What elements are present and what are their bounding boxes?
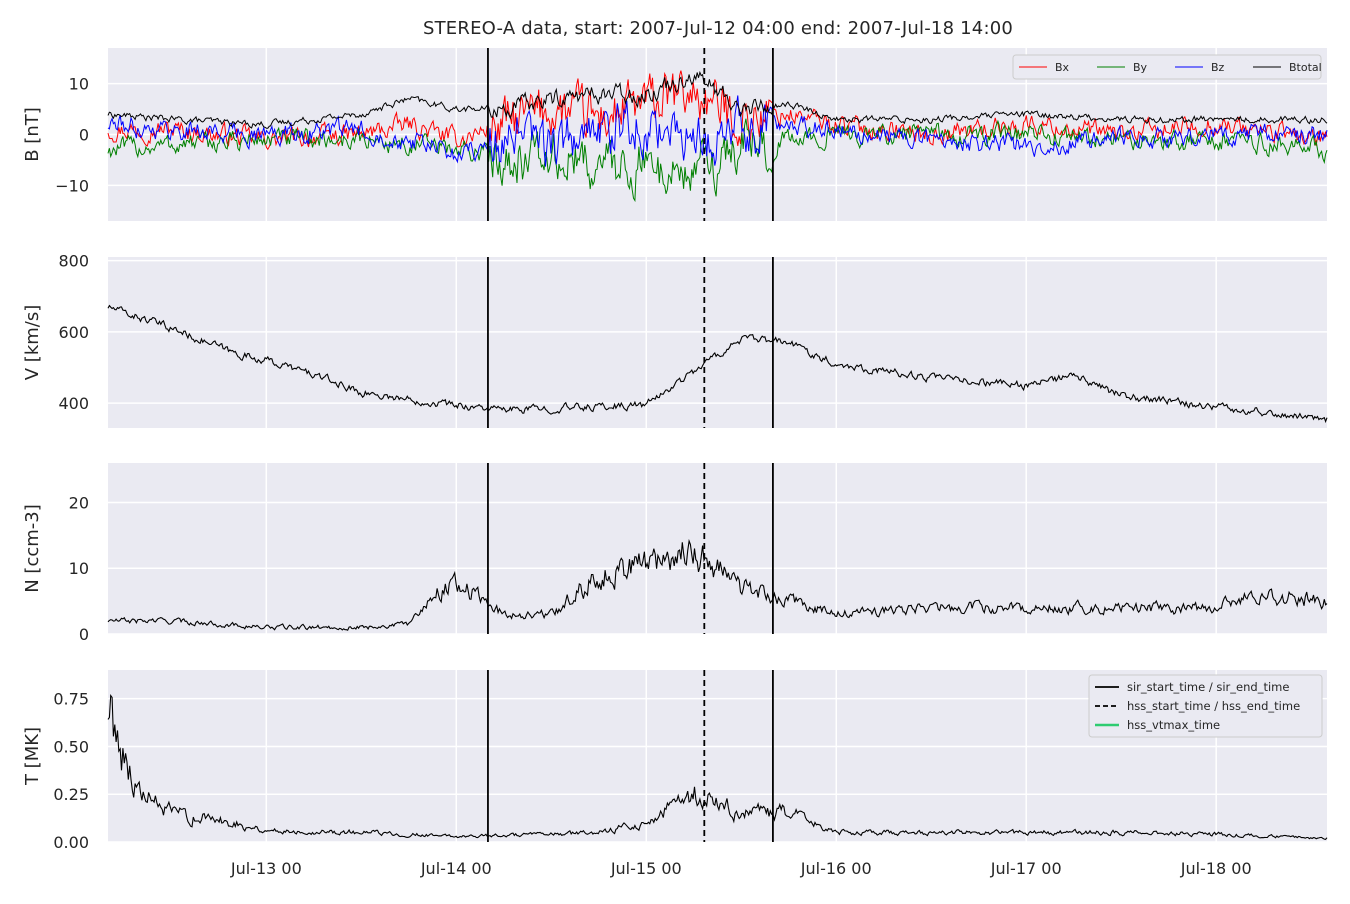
- y-tick-label: 10: [69, 559, 89, 578]
- y-tick-label: 400: [58, 394, 89, 413]
- series-line-bz: [107, 95, 1328, 167]
- y-axis-label: T [MK]: [22, 727, 43, 786]
- y-tick-label: 0.50: [53, 737, 89, 756]
- y-axis-label: N [ccm-3]: [22, 504, 43, 593]
- y-tick-label: 0: [79, 625, 89, 644]
- series-line-bx: [107, 70, 1328, 151]
- y-axis-label: B [nT]: [22, 107, 43, 162]
- series-line-btotal: [107, 70, 1328, 129]
- legend-box-events: [1088, 674, 1323, 738]
- x-tick-label: Jul-16 00: [800, 859, 872, 878]
- series-line-temperature: [107, 693, 1328, 841]
- panel-background: [108, 257, 1327, 428]
- legend-box-b: [1012, 54, 1322, 80]
- y-tick-label: 600: [58, 323, 89, 342]
- x-tick-label: Jul-18 00: [1180, 859, 1252, 878]
- y-tick-label: 0: [79, 126, 89, 145]
- y-tick-label: 0.75: [53, 690, 89, 709]
- x-tick-label: Jul-15 00: [610, 859, 682, 878]
- y-tick-label: 20: [69, 493, 89, 512]
- legend-label-event: hss_vtmax_time: [1127, 718, 1220, 732]
- y-tick-label: −10: [55, 176, 89, 195]
- series-line-by: [107, 118, 1328, 203]
- legend-label-bz: Bz: [1211, 61, 1225, 74]
- y-tick-label: 0.25: [53, 785, 89, 804]
- figure-title: STEREO-A data, start: 2007-Jul-12 04:00 …: [422, 18, 1014, 39]
- legend-label-event: sir_start_time / sir_end_time: [1127, 680, 1289, 694]
- series-line-velocity: [107, 304, 1328, 424]
- legend-label-btotal: Btotal: [1289, 61, 1322, 74]
- legend-label-event: hss_start_time / hss_end_time: [1127, 699, 1300, 713]
- series-line-density: [107, 538, 1328, 631]
- y-tick-label: 10: [69, 75, 89, 94]
- x-tick-label: Jul-17 00: [990, 859, 1062, 878]
- panel-background: [108, 463, 1327, 634]
- y-tick-label: 0.00: [53, 833, 89, 852]
- x-tick-label: Jul-14 00: [420, 859, 492, 878]
- y-tick-label: 800: [58, 252, 89, 271]
- legend-label-bx: Bx: [1055, 61, 1070, 74]
- y-axis-label: V [km/s]: [22, 305, 43, 380]
- x-tick-label: Jul-13 00: [230, 859, 302, 878]
- legend-label-by: By: [1133, 61, 1148, 74]
